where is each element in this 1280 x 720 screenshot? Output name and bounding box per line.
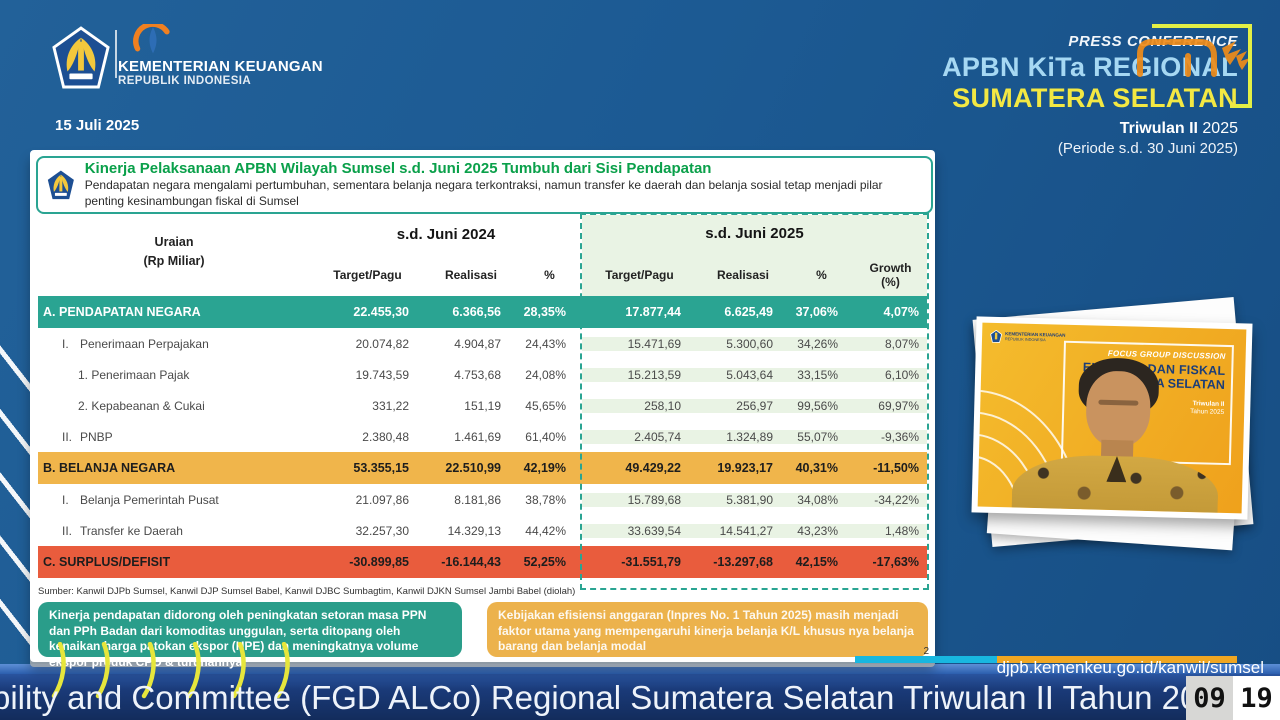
masthead-period-note: (Periode s.d. 30 Juni 2025)	[1057, 140, 1238, 157]
col-pct-2024: %	[544, 267, 555, 282]
table-row: I. Belanja Pemerintah Pusat 21.097,86 8.18…	[38, 484, 927, 515]
table-row: 2. Kepabeanan & Cukai 331,22 151,19 45,65%…	[38, 390, 927, 421]
col-pct-2025: %	[789, 253, 854, 296]
slide-headline: Kinerja Pelaksanaan APBN Wilayah Sumsel …	[84, 160, 712, 178]
slide-header: Kinerja Pelaksanaan APBN Wilayah Sumsel …	[36, 156, 933, 214]
orange-watermark-logo	[1137, 39, 1248, 77]
callout-spending: Kebijakan efisiensi anggaran (Inpres No.…	[487, 602, 928, 657]
masthead: PRESS CONFERENCE APBN KiTa REGIONAL SUMA…	[942, 33, 1238, 157]
ticker-text: bility and Committee (FGD ALCo) Regional…	[0, 679, 1280, 716]
group-2025-label: s.d. Juni 2025	[582, 215, 927, 253]
kemenkeu-logo-tiny-icon	[990, 329, 1003, 343]
clock-hour: 09	[1186, 676, 1233, 720]
speaker-video-panel: KEMENTERIAN KEUANGAN REPUBLIK INDONESIA …	[962, 297, 1266, 560]
col-realisasi-2025: Realisasi	[697, 253, 789, 296]
table-row: C. SURPLUS/DEFISIT -30.899,85 -16.144,43 52…	[38, 546, 927, 578]
table-row: II. Transfer ke Daerah 32.257,30 14.329,13…	[38, 515, 927, 546]
table-row: B. BELANJA NEGARA 53.355,15 22.510,99 42,19…	[38, 452, 927, 484]
slide-page-number: 2	[923, 646, 929, 657]
table-group-header: s.d. Juni 2024 s.d. Juni 2025	[38, 215, 927, 253]
speaker-video-card: KEMENTERIAN KEUANGAN REPUBLIK INDONESIA …	[971, 316, 1253, 520]
yellow-bracket-foot	[1230, 104, 1248, 108]
masthead-title-line2: SUMATERA SELATAN	[952, 83, 1238, 113]
yellow-bracket-decoration	[1152, 24, 1252, 108]
callout-revenue: Kinerja pendapatan didorong oleh peningk…	[38, 602, 462, 669]
website-url: djpb.kemenkeu.go.id/kanwil/sumsel	[996, 658, 1264, 677]
presentation-slide: Kinerja Pelaksanaan APBN Wilayah Sumsel …	[30, 150, 935, 669]
source-note: Sumber: Kanwil DJPb Sumsel, Kanwil DJP S…	[38, 586, 576, 597]
table-row: I. Penerimaan Perpajakan 20.074,82 4.904,8…	[38, 328, 927, 359]
ticker-top-strip	[0, 664, 1280, 674]
table-row: II. PNBP 2.380,48 1.461,69 61,40% 2.405,74 1…	[38, 421, 927, 452]
thumbnail-brand: KEMENTERIAN KEUANGAN REPUBLIK INDONESIA	[990, 329, 1066, 345]
col-target-2025: Target/Pagu	[582, 253, 697, 296]
speaker-photo	[1011, 355, 1222, 513]
table-row: A. PENDAPATAN NEGARA 22.455,30 6.366,56 28,…	[38, 296, 927, 328]
djpb-logo-icon	[133, 24, 170, 54]
column-uraian-header: Uraian (Rp Miliar)	[143, 235, 205, 268]
thread-lines-decoration	[51, 642, 290, 699]
cyan-accent-bar	[855, 656, 997, 663]
broadcast-clock: 09 19	[1186, 676, 1280, 720]
col-realisasi-2024: Realisasi	[444, 267, 498, 282]
col-target-2024: Target/Pagu	[333, 267, 402, 282]
period-year: 2025	[1197, 120, 1238, 137]
table-row: 1. Penerimaan Pajak 19.743,59 4.753,68 24,…	[38, 359, 927, 390]
kemenkeu-logo-icon	[52, 26, 110, 89]
period-quarter: Triwulan II	[1119, 120, 1198, 137]
budget-table: Uraian (Rp Miliar) s.d. Juni 2024 s.d. J…	[38, 215, 927, 578]
broadcast-date: 15 Juli 2025	[55, 117, 140, 134]
orange-accent-bar	[997, 656, 1237, 663]
table-sub-header: Target/Pagu Realisasi % Target/Pagu Real…	[38, 253, 927, 296]
logo-divider	[115, 30, 117, 78]
ticker-band	[0, 674, 1280, 720]
ministry-name: KEMENTERIAN KEUANGAN	[118, 58, 323, 75]
masthead-period: Triwulan II 2025	[942, 120, 1238, 138]
kemenkeu-logo-small-icon	[46, 168, 76, 201]
col-growth: Growth (%)	[854, 253, 927, 296]
slide-subheadline: Pendapatan negara mengalami pertumbuhan,…	[84, 178, 883, 208]
clock-minute: 19	[1233, 676, 1280, 720]
ministry-subname: REPUBLIK INDONESIA	[118, 75, 252, 87]
group-2024-label: s.d. Juni 2024	[396, 225, 496, 243]
